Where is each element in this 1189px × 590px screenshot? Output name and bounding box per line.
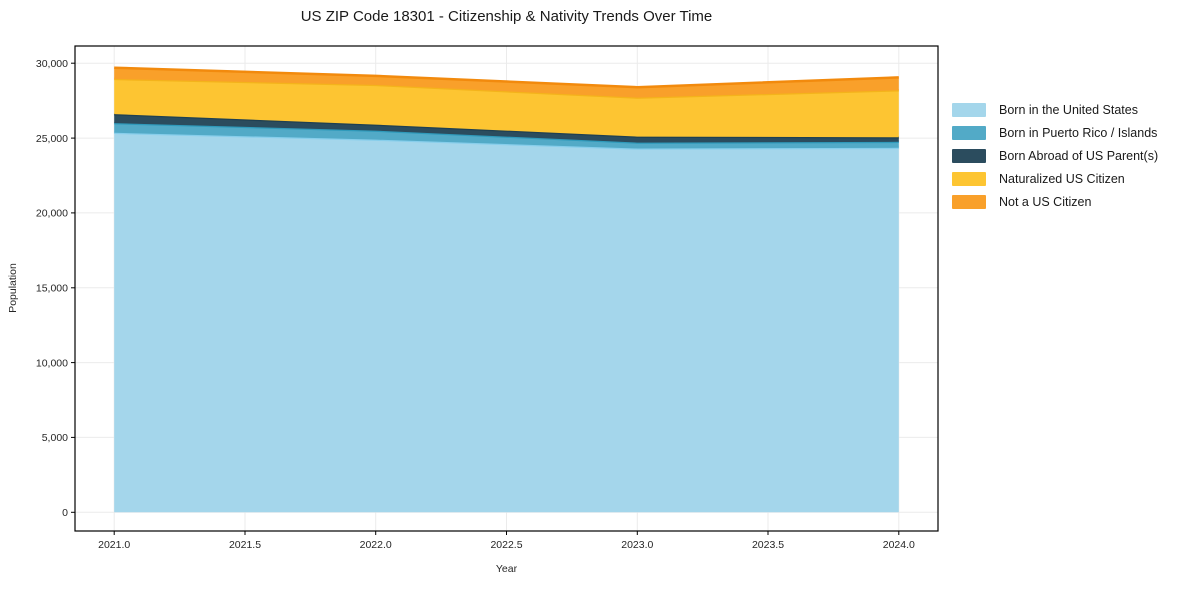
legend-swatch-not-a-us-citizen — [952, 195, 986, 209]
x-tick-label: 2021.0 — [98, 539, 130, 551]
legend-swatch-born-abroad-of-us-parent-s — [952, 149, 986, 163]
x-tick-label: 2021.5 — [229, 539, 261, 551]
x-tick-label: 2023.5 — [752, 539, 784, 551]
y-tick-label: 20,000 — [36, 208, 68, 220]
legend-label: Not a US Citizen — [999, 195, 1092, 209]
x-tick-label: 2022.5 — [490, 539, 522, 551]
y-axis-title: Population — [7, 263, 19, 313]
y-tick-label: 25,000 — [36, 133, 68, 145]
x-tick-label: 2024.0 — [883, 539, 915, 551]
legend-swatch-naturalized-us-citizen — [952, 172, 986, 186]
area-edge-not-a-us-citizen — [114, 66, 899, 89]
x-tick-label: 2022.0 — [360, 539, 392, 551]
chart-title: US ZIP Code 18301 - Citizenship & Nativi… — [300, 8, 713, 25]
y-tick-label: 15,000 — [36, 283, 68, 295]
y-tick-label: 10,000 — [36, 357, 68, 369]
legend: Born in the United States Born in Puerto … — [952, 103, 1158, 218]
legend-item-naturalized-us-citizen: Naturalized US Citizen — [952, 172, 1158, 186]
legend-item-born-in-the-united-states: Born in the United States — [952, 103, 1158, 117]
legend-item-not-a-us-citizen: Not a US Citizen — [952, 195, 1158, 209]
y-tick-label: 0 — [62, 507, 68, 519]
legend-swatch-born-in-the-united-states — [952, 103, 986, 117]
y-tick-label: 30,000 — [36, 58, 68, 70]
y-tick-label: 5,000 — [42, 432, 68, 444]
legend-item-born-abroad-of-us-parent-s: Born Abroad of US Parent(s) — [952, 149, 1158, 163]
legend-label: Naturalized US Citizen — [999, 172, 1125, 186]
area-naturalized-us-citizen — [114, 78, 899, 138]
legend-swatch-born-in-puerto-rico-islands — [952, 126, 986, 140]
legend-label: Born Abroad of US Parent(s) — [999, 149, 1159, 163]
legend-item-born-in-puerto-rico-islands: Born in Puerto Rico / Islands — [952, 126, 1158, 140]
legend-label: Born in the United States — [999, 103, 1138, 117]
x-tick-label: 2023.0 — [621, 539, 653, 551]
x-axis-title: Year — [495, 563, 518, 575]
area-born-in-the-united-states — [114, 132, 899, 513]
area-born-abroad-of-us-parent-s — [114, 114, 899, 143]
legend-label: Born in Puerto Rico / Islands — [999, 126, 1158, 140]
